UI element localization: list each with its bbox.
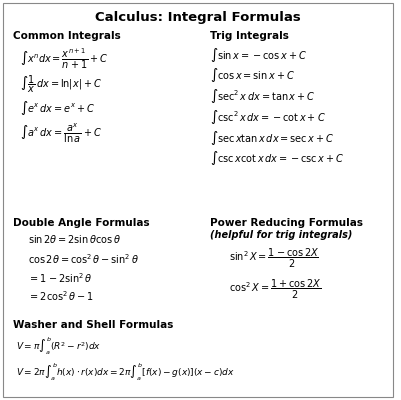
Text: Common Integrals: Common Integrals <box>12 30 120 40</box>
Text: $\int \sin x = -\cos x + C$: $\int \sin x = -\cos x + C$ <box>209 46 306 64</box>
Text: (helpful for trig integrals): (helpful for trig integrals) <box>209 230 351 240</box>
Text: $\sin 2\theta = 2\sin\theta\cos\theta$: $\sin 2\theta = 2\sin\theta\cos\theta$ <box>28 233 121 245</box>
Text: Power Reducing Formulas: Power Reducing Formulas <box>209 218 362 228</box>
Text: Washer and Shell Formulas: Washer and Shell Formulas <box>12 320 172 330</box>
Text: $V = 2\pi\int_a^b h(x)\cdot r(x)dx = 2\pi\int_a^b [f(x)-g(x)](x-c)dx$: $V = 2\pi\int_a^b h(x)\cdot r(x)dx = 2\p… <box>16 361 235 382</box>
Text: $\cos^2 X = \dfrac{1+\cos 2X}{2}$: $\cos^2 X = \dfrac{1+\cos 2X}{2}$ <box>229 278 321 301</box>
Text: $\int \cos x = \sin x + C$: $\int \cos x = \sin x + C$ <box>209 66 294 84</box>
Text: $\int \dfrac{1}{x}\, dx = \ln|x| + C$: $\int \dfrac{1}{x}\, dx = \ln|x| + C$ <box>20 74 102 96</box>
Text: $= 1 - 2\sin^2\theta$: $= 1 - 2\sin^2\theta$ <box>28 271 93 285</box>
Text: $\sin^2 X = \dfrac{1-\cos 2X}{2}$: $\sin^2 X = \dfrac{1-\cos 2X}{2}$ <box>229 247 319 270</box>
Text: $\int \sec^2 x\, dx = \tan x + C$: $\int \sec^2 x\, dx = \tan x + C$ <box>209 87 314 105</box>
Text: Double Angle Formulas: Double Angle Formulas <box>12 218 149 228</box>
Text: $\int \sec x\tan x\, dx = \sec x + C$: $\int \sec x\tan x\, dx = \sec x + C$ <box>209 129 333 147</box>
Text: $= 2\cos^2\theta - 1$: $= 2\cos^2\theta - 1$ <box>28 289 94 303</box>
Text: $\int x^n dx = \dfrac{x^{n+1}}{n+1} + C$: $\int x^n dx = \dfrac{x^{n+1}}{n+1} + C$ <box>20 46 108 70</box>
Text: $\int a^x\, dx = \dfrac{a^x}{\ln a} + C$: $\int a^x\, dx = \dfrac{a^x}{\ln a} + C$ <box>20 121 102 144</box>
Text: Calculus: Integral Formulas: Calculus: Integral Formulas <box>95 11 300 24</box>
Text: $\cos 2\theta = \cos^2\theta - \sin^2\theta$: $\cos 2\theta = \cos^2\theta - \sin^2\th… <box>28 252 139 266</box>
Text: $\int e^x\, dx = e^x + C$: $\int e^x\, dx = e^x + C$ <box>20 99 95 117</box>
Text: $\int \csc x\cot x\, dx = -\csc x + C$: $\int \csc x\cot x\, dx = -\csc x + C$ <box>209 149 343 167</box>
Text: Trig Integrals: Trig Integrals <box>209 30 288 40</box>
Text: $\int \csc^2 x\, dx = -\cot x + C$: $\int \csc^2 x\, dx = -\cot x + C$ <box>209 108 324 126</box>
Text: $V = \pi\int_a^b (R^2 - r^2)dx$: $V = \pi\int_a^b (R^2 - r^2)dx$ <box>16 335 101 357</box>
